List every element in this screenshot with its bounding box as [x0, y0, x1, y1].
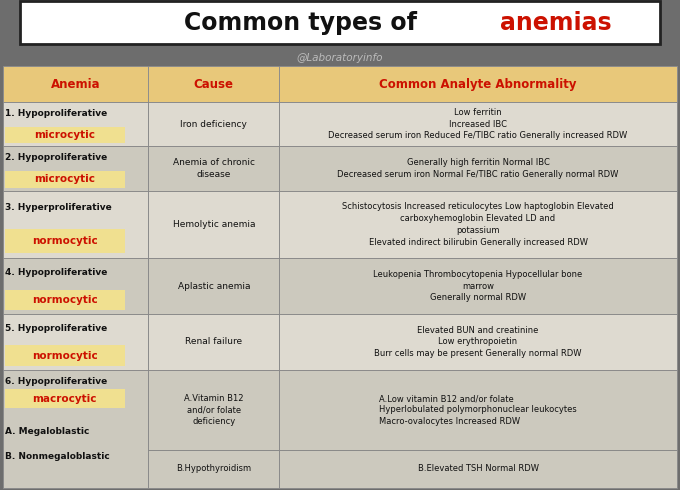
FancyBboxPatch shape: [3, 314, 148, 370]
FancyBboxPatch shape: [5, 229, 125, 253]
FancyBboxPatch shape: [5, 345, 125, 366]
Text: normocytic: normocytic: [32, 351, 98, 361]
Text: Hemolytic anemia: Hemolytic anemia: [173, 220, 255, 229]
Text: Iron deficiency: Iron deficiency: [180, 120, 248, 129]
Text: 3. Hyperproliferative: 3. Hyperproliferative: [5, 203, 112, 212]
FancyBboxPatch shape: [3, 258, 148, 314]
FancyBboxPatch shape: [279, 370, 677, 488]
Text: Cause: Cause: [194, 77, 234, 91]
Text: Aplastic anemia: Aplastic anemia: [177, 282, 250, 291]
FancyBboxPatch shape: [3, 147, 148, 191]
Text: A. Megaloblastic: A. Megaloblastic: [5, 427, 90, 436]
Text: A.Low vitamin B12 and/or folate
Hyperlobulated polymorphonuclear leukocytes
Macr: A.Low vitamin B12 and/or folate Hyperlob…: [379, 394, 577, 425]
FancyBboxPatch shape: [279, 102, 677, 147]
FancyBboxPatch shape: [3, 191, 148, 258]
FancyBboxPatch shape: [148, 314, 279, 370]
Text: Leukopenia Thrombocytopenia Hypocellular bone
marrow
Generally normal RDW: Leukopenia Thrombocytopenia Hypocellular…: [373, 270, 583, 302]
Text: Common Analyte Abnormality: Common Analyte Abnormality: [379, 77, 577, 91]
Text: anemias: anemias: [500, 11, 611, 35]
Text: normocytic: normocytic: [32, 236, 98, 246]
FancyBboxPatch shape: [148, 147, 279, 191]
Text: Anemia of chronic
disease: Anemia of chronic disease: [173, 158, 255, 179]
FancyBboxPatch shape: [279, 258, 677, 314]
FancyBboxPatch shape: [5, 390, 125, 408]
Text: Schistocytosis Increased reticulocytes Low haptoglobin Elevated
carboxyhemoglobi: Schistocytosis Increased reticulocytes L…: [342, 202, 614, 246]
FancyBboxPatch shape: [148, 258, 279, 314]
FancyBboxPatch shape: [3, 370, 148, 488]
FancyBboxPatch shape: [3, 102, 148, 147]
FancyBboxPatch shape: [5, 127, 125, 143]
Text: normocytic: normocytic: [32, 295, 98, 305]
Text: Elevated BUN and creatinine
Low erythropoietin
Burr cells may be present General: Elevated BUN and creatinine Low erythrop…: [374, 326, 582, 358]
FancyBboxPatch shape: [148, 66, 279, 102]
Text: B. Nonmegaloblastic: B. Nonmegaloblastic: [5, 452, 110, 462]
FancyBboxPatch shape: [279, 147, 677, 191]
Text: Anemia: Anemia: [51, 77, 101, 91]
FancyBboxPatch shape: [279, 191, 677, 258]
FancyBboxPatch shape: [148, 191, 279, 258]
Text: 5. Hypoproliferative: 5. Hypoproliferative: [5, 323, 107, 333]
Text: 1. Hypoproliferative: 1. Hypoproliferative: [5, 109, 107, 118]
Text: 4. Hypoproliferative: 4. Hypoproliferative: [5, 268, 108, 277]
Text: A.Vitamin B12
and/or folate
deficiency: A.Vitamin B12 and/or folate deficiency: [184, 394, 243, 425]
Text: Renal failure: Renal failure: [185, 338, 242, 346]
FancyBboxPatch shape: [148, 102, 279, 147]
FancyBboxPatch shape: [279, 314, 677, 370]
Text: B.Elevated TSH Normal RDW: B.Elevated TSH Normal RDW: [418, 464, 539, 473]
FancyBboxPatch shape: [3, 66, 148, 102]
Text: microcytic: microcytic: [34, 174, 95, 184]
Text: Low ferritin
Increased IBC
Decreased serum iron Reduced Fe/TIBC ratio Generally : Low ferritin Increased IBC Decreased ser…: [328, 108, 628, 141]
Text: @Laboratoryinfo: @Laboratoryinfo: [296, 53, 384, 63]
Text: macrocytic: macrocytic: [33, 394, 97, 404]
Text: B.Hypothyroidism: B.Hypothyroidism: [176, 464, 252, 473]
Text: Common types of: Common types of: [184, 11, 425, 35]
FancyBboxPatch shape: [279, 66, 677, 102]
FancyBboxPatch shape: [20, 1, 660, 44]
Text: 6. Hypoproliferative: 6. Hypoproliferative: [5, 377, 107, 386]
FancyBboxPatch shape: [148, 370, 279, 488]
Text: Generally high ferritin Normal IBC
Decreased serum iron Normal Fe/TIBC ratio Gen: Generally high ferritin Normal IBC Decre…: [337, 158, 619, 179]
FancyBboxPatch shape: [5, 171, 125, 188]
FancyBboxPatch shape: [5, 290, 125, 310]
Text: microcytic: microcytic: [34, 130, 95, 140]
Text: 2. Hypoproliferative: 2. Hypoproliferative: [5, 153, 107, 162]
